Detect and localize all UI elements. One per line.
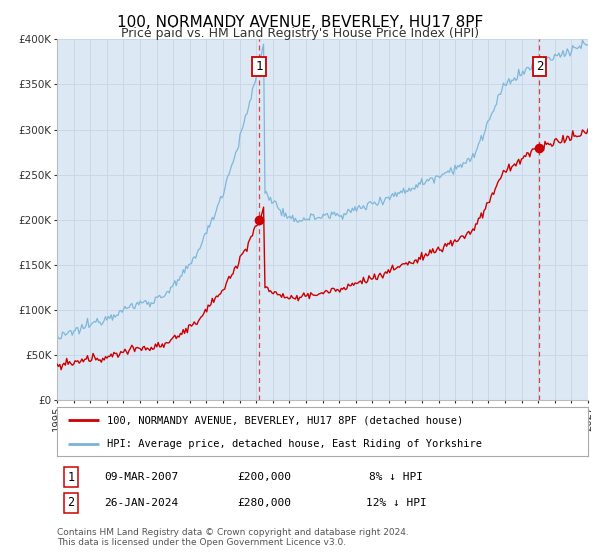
- Text: HPI: Average price, detached house, East Riding of Yorkshire: HPI: Average price, detached house, East…: [107, 439, 482, 449]
- Text: 1: 1: [256, 60, 263, 73]
- Text: 26-JAN-2024: 26-JAN-2024: [104, 498, 178, 508]
- Text: Price paid vs. HM Land Registry's House Price Index (HPI): Price paid vs. HM Land Registry's House …: [121, 27, 479, 40]
- Text: 100, NORMANDY AVENUE, BEVERLEY, HU17 8PF: 100, NORMANDY AVENUE, BEVERLEY, HU17 8PF: [117, 15, 483, 30]
- Text: 09-MAR-2007: 09-MAR-2007: [104, 472, 178, 482]
- Text: £200,000: £200,000: [237, 472, 291, 482]
- Text: 1: 1: [67, 470, 74, 484]
- Text: 2: 2: [67, 496, 74, 510]
- Text: 8% ↓ HPI: 8% ↓ HPI: [369, 472, 423, 482]
- Text: £280,000: £280,000: [237, 498, 291, 508]
- Text: 12% ↓ HPI: 12% ↓ HPI: [365, 498, 427, 508]
- Text: 2: 2: [536, 60, 543, 73]
- Text: Contains HM Land Registry data © Crown copyright and database right 2024.
This d: Contains HM Land Registry data © Crown c…: [57, 528, 409, 548]
- Text: 100, NORMANDY AVENUE, BEVERLEY, HU17 8PF (detached house): 100, NORMANDY AVENUE, BEVERLEY, HU17 8PF…: [107, 416, 464, 426]
